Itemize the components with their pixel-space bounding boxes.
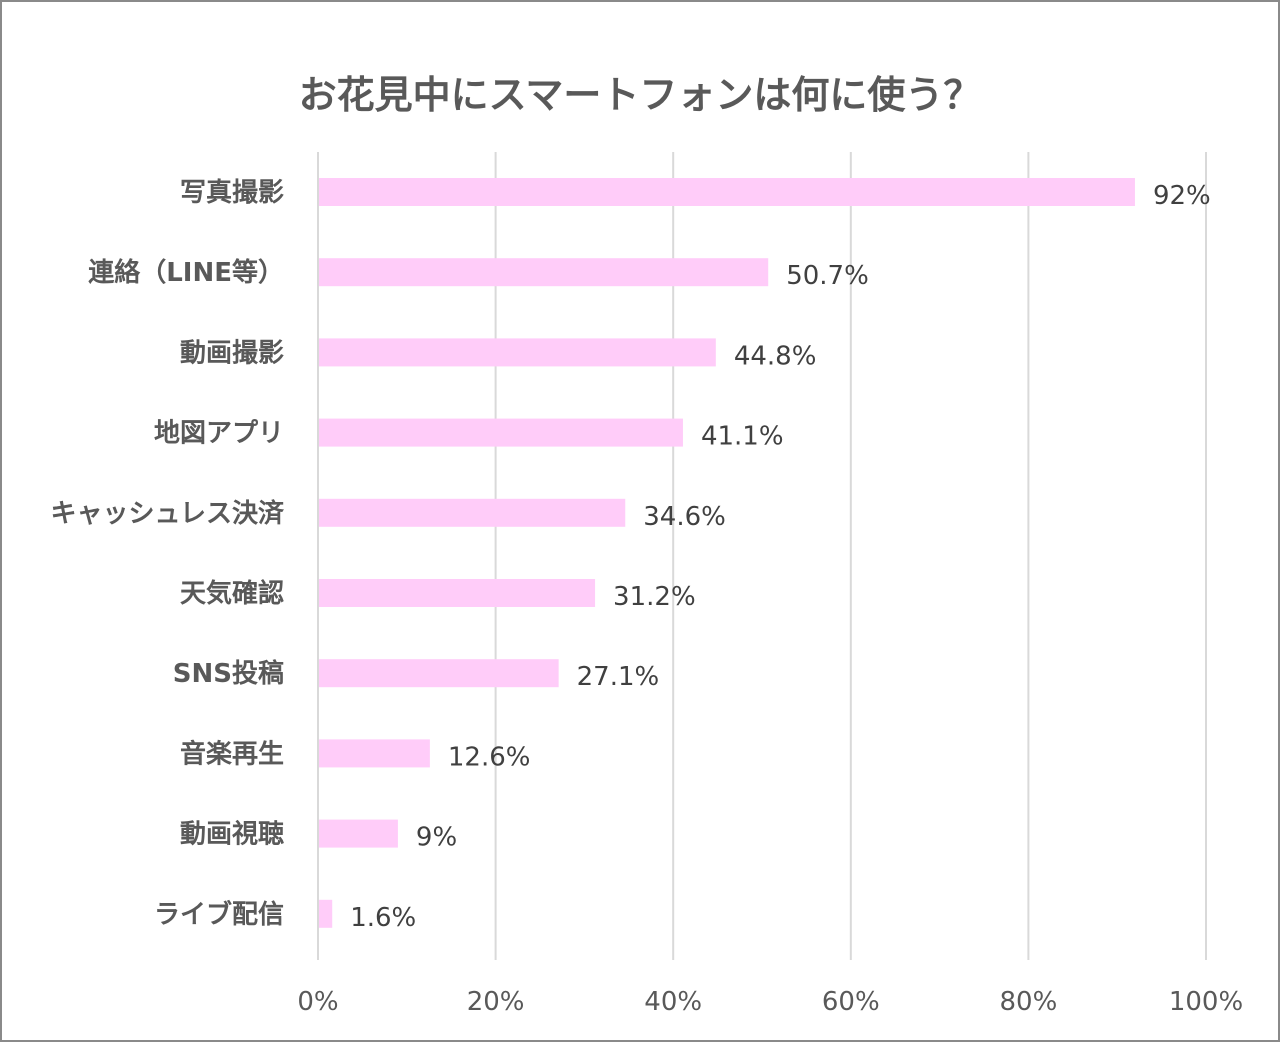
- data-label: 92%: [1153, 181, 1211, 211]
- x-tick-label: 60%: [822, 987, 880, 1017]
- bar: [319, 739, 430, 768]
- bar: [319, 819, 398, 848]
- category-label: キャッシュレス決済: [51, 498, 285, 529]
- chart-title: お花見中にスマートフォンは何に使う？: [298, 73, 982, 117]
- bar: [319, 579, 596, 607]
- category-label: 地図アプリ: [154, 419, 284, 449]
- data-label: 44.8%: [734, 341, 817, 371]
- bar: [319, 498, 626, 527]
- category-label: ライブ配信: [154, 899, 284, 930]
- bar: [319, 899, 333, 928]
- x-tick-label: 20%: [467, 987, 525, 1017]
- category-label: 連絡（LINE等）: [88, 257, 284, 288]
- category-label: 動画撮影: [180, 338, 284, 368]
- x-tick-label: 0%: [297, 987, 338, 1017]
- category-label: 写真撮影: [180, 178, 284, 208]
- data-label: 31.2%: [613, 582, 696, 612]
- category-label: 動画視聴: [180, 820, 284, 850]
- bar: [319, 258, 769, 287]
- x-tick-label: 100%: [1169, 987, 1243, 1017]
- bar: [319, 178, 1135, 206]
- data-label: 41.1%: [701, 422, 784, 452]
- data-label: 34.6%: [643, 502, 726, 532]
- x-tick-label: 80%: [1000, 987, 1058, 1017]
- data-label: 1.6%: [350, 903, 416, 933]
- data-label: 27.1%: [577, 662, 660, 692]
- bar: [319, 418, 683, 447]
- data-label: 12.6%: [448, 742, 531, 772]
- bar: [319, 338, 716, 367]
- category-label: SNS投稿: [173, 658, 284, 689]
- x-tick-label: 40%: [644, 987, 702, 1017]
- data-label: 50.7%: [786, 261, 869, 291]
- category-label: 音楽再生: [180, 738, 284, 769]
- category-label: 天気確認: [180, 578, 284, 609]
- bar: [319, 659, 559, 688]
- data-label: 9%: [416, 823, 457, 853]
